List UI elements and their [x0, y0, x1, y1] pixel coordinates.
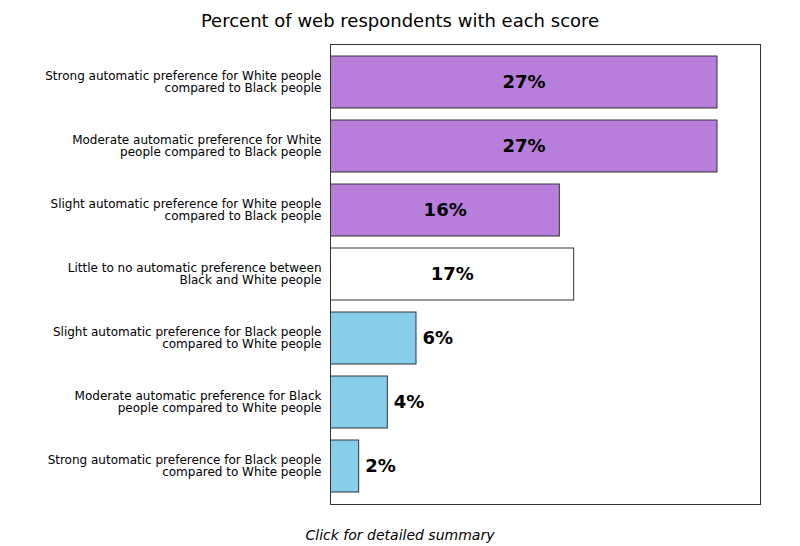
svg-text:2%: 2% — [365, 455, 396, 476]
svg-text:16%: 16% — [424, 199, 467, 220]
html-text:Click for detailed summary: Click for detailed summary — [305, 527, 495, 543]
html-text:Percent of web respondents wit: Percent of web respondents with each sco… — [200, 10, 600, 31]
svg-text:27%: 27% — [502, 135, 545, 156]
svg-text:Moderate automatic preference: Moderate automatic preference for Whitep… — [72, 133, 321, 159]
svg-text:Strong automatic preference fo: Strong automatic preference for White pe… — [45, 69, 321, 95]
svg-text:4%: 4% — [394, 391, 425, 412]
svg-text:27%: 27% — [502, 71, 545, 92]
svg-text:Moderate automatic preference: Moderate automatic preference for Blackp… — [75, 389, 322, 415]
svg-text:Strong automatic preference fo: Strong automatic preference for Black pe… — [48, 453, 322, 479]
svg-text:6%: 6% — [423, 327, 454, 348]
svg-text:Little to no automatic prefere: Little to no automatic preference betwee… — [68, 261, 322, 287]
svg-text:17%: 17% — [431, 263, 474, 284]
svg-text:Slight automatic preference fo: Slight automatic preference for Black pe… — [53, 325, 322, 351]
svg-text:Slight automatic preference fo: Slight automatic preference for White pe… — [51, 197, 322, 223]
